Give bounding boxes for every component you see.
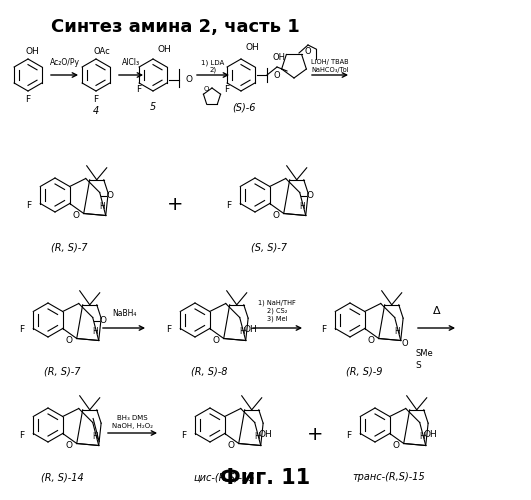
- Text: O: O: [401, 340, 408, 348]
- Text: F: F: [181, 430, 186, 440]
- Text: BH₃ DMS: BH₃ DMS: [117, 415, 147, 421]
- Text: O: O: [392, 441, 399, 450]
- Text: (R, S)-7: (R, S)-7: [51, 242, 87, 252]
- Text: (R, S)-8: (R, S)-8: [191, 367, 227, 377]
- Text: OH: OH: [157, 44, 171, 54]
- Text: 1) LDA: 1) LDA: [201, 60, 225, 66]
- Text: O: O: [272, 211, 279, 220]
- Text: LiOH/ TBAB: LiOH/ TBAB: [311, 59, 349, 65]
- Text: цис-(R,S)-15: цис-(R,S)-15: [193, 472, 255, 482]
- Text: F: F: [93, 94, 98, 104]
- Text: O: O: [212, 336, 219, 345]
- Text: F: F: [25, 94, 30, 104]
- Text: NaOH, H₂O₂: NaOH, H₂O₂: [112, 423, 152, 429]
- Text: F: F: [166, 326, 171, 334]
- Text: 2) CS₂: 2) CS₂: [267, 308, 287, 314]
- Text: O: O: [107, 191, 114, 200]
- Text: +: +: [167, 196, 183, 214]
- Text: O: O: [367, 336, 374, 345]
- Text: S: S: [415, 362, 421, 370]
- Text: F: F: [224, 84, 229, 94]
- Text: OH: OH: [424, 430, 438, 439]
- Text: 1) NaH/THF: 1) NaH/THF: [258, 300, 296, 306]
- Text: 2): 2): [209, 66, 217, 73]
- Text: +: +: [307, 426, 323, 444]
- Text: SMe: SMe: [415, 350, 433, 358]
- Text: H: H: [254, 432, 260, 441]
- Text: OH: OH: [259, 430, 272, 439]
- Text: F: F: [26, 200, 31, 209]
- Text: (R, S)-9: (R, S)-9: [346, 367, 382, 377]
- Text: O: O: [65, 441, 72, 450]
- Text: H: H: [99, 202, 105, 211]
- Text: OH: OH: [272, 52, 286, 62]
- Text: транс-(R,S)-15: транс-(R,S)-15: [353, 472, 425, 482]
- Text: O: O: [65, 336, 72, 345]
- Text: OH: OH: [245, 44, 259, 52]
- Text: F: F: [321, 326, 326, 334]
- Text: O: O: [305, 46, 311, 56]
- Text: NaHCO₃/Tol: NaHCO₃/Tol: [311, 67, 349, 73]
- Text: (S, S)-7: (S, S)-7: [251, 242, 287, 252]
- Text: H: H: [419, 432, 425, 441]
- Text: 3) MeI: 3) MeI: [267, 316, 287, 322]
- Text: Фиг. 11: Фиг. 11: [220, 468, 310, 488]
- Text: F: F: [136, 84, 141, 94]
- Text: NaBH₄: NaBH₄: [112, 309, 136, 318]
- Text: (R, S)-7: (R, S)-7: [44, 367, 80, 377]
- Text: H: H: [394, 327, 400, 336]
- Text: (R, S)-14: (R, S)-14: [41, 472, 83, 482]
- Text: OH: OH: [244, 325, 258, 334]
- Text: F: F: [346, 430, 351, 440]
- Text: OH: OH: [25, 46, 39, 56]
- Text: AlCl₃: AlCl₃: [122, 58, 140, 67]
- Text: O: O: [274, 70, 280, 80]
- Text: O: O: [100, 316, 107, 325]
- Text: (S)-6: (S)-6: [232, 102, 256, 112]
- Text: O: O: [72, 211, 79, 220]
- Text: H: H: [92, 327, 98, 336]
- Text: Δ: Δ: [433, 306, 441, 316]
- Text: F: F: [19, 326, 24, 334]
- Text: O: O: [227, 441, 234, 450]
- Text: H: H: [239, 327, 245, 336]
- Text: F: F: [226, 200, 231, 209]
- Text: O: O: [203, 86, 209, 92]
- Text: O: O: [185, 76, 192, 84]
- Text: 5: 5: [150, 102, 156, 112]
- Text: F: F: [19, 430, 24, 440]
- Text: Ac₂O/Py: Ac₂O/Py: [50, 58, 80, 67]
- Text: 4: 4: [93, 106, 99, 116]
- Text: Синтез амина 2, часть 1: Синтез амина 2, часть 1: [50, 18, 299, 36]
- Text: H: H: [92, 432, 98, 441]
- Text: OAc: OAc: [93, 46, 110, 56]
- Text: O: O: [307, 191, 314, 200]
- Text: H: H: [299, 202, 305, 211]
